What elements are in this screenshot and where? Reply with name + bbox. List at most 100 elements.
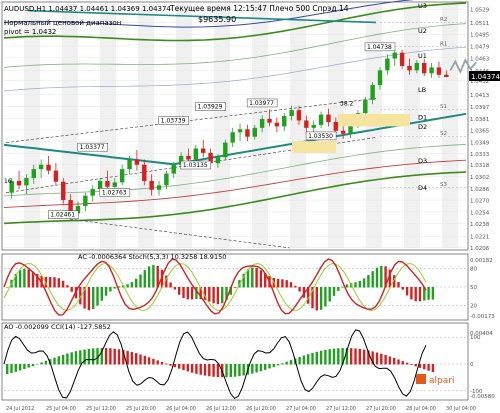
candle-body — [259, 118, 265, 128]
ao-bar — [362, 349, 366, 365]
ao-bar — [298, 357, 301, 365]
ao-bar — [401, 361, 404, 365]
x-tick-label: 27 Jul 12:00 — [326, 406, 356, 412]
candle-body — [318, 114, 324, 125]
ac-bar — [315, 287, 318, 311]
ac-bar — [251, 267, 254, 288]
pivot-level-label: S1 — [440, 104, 447, 110]
candle-body — [282, 116, 287, 127]
y-tick-label: 1.0495 — [470, 33, 490, 39]
candle-body — [399, 52, 405, 66]
candle-body — [156, 185, 162, 190]
y-tick-label: 1.0206 — [470, 246, 490, 252]
ac-panel-title: AC -0.0006364 Stoch(5,3,3) 10.3258 18.91… — [78, 253, 226, 261]
candle-body — [46, 164, 51, 171]
candle-body — [444, 74, 449, 77]
ao-bar — [53, 357, 56, 365]
price-level-box — [77, 142, 108, 152]
ac-bar — [285, 280, 288, 288]
ac-bar — [66, 285, 69, 288]
ac-bar — [212, 287, 215, 304]
ao-bar — [319, 350, 323, 365]
ao-bar — [126, 350, 129, 365]
y-tick-label: 1.0529 — [470, 8, 490, 14]
ac-bar — [109, 287, 112, 292]
ao-bar — [337, 348, 340, 365]
channel-inner-blue — [3, 46, 467, 92]
ao-bar — [268, 364, 271, 369]
ac-bar — [397, 282, 400, 288]
ao-bar — [152, 358, 155, 365]
ao-bar — [143, 355, 146, 365]
ao-bar — [87, 348, 91, 365]
ao-bar — [405, 362, 409, 365]
ao-bar — [242, 364, 245, 376]
ao-bar — [117, 349, 121, 365]
candle-body — [186, 155, 191, 160]
x-tick-label: 26 Jul 04:00 — [166, 406, 196, 412]
ao-bar — [289, 360, 293, 365]
price-level-box — [305, 131, 337, 141]
y-tick-label: 1.0270 — [470, 199, 490, 205]
ac-bar — [384, 266, 387, 288]
ac-bar — [208, 287, 211, 302]
ac-bar — [14, 273, 17, 288]
candle-body — [385, 58, 390, 71]
ao-bar — [169, 364, 172, 366]
ac-y-tick: 0.00182 — [470, 258, 493, 264]
candle-body — [223, 142, 228, 158]
ao-bar — [341, 348, 344, 365]
ao-bar — [23, 364, 26, 370]
channel-lower-inner — [3, 144, 467, 197]
candle-body — [142, 164, 147, 181]
y-tick-label: 1.0413 — [470, 93, 490, 99]
candle-body — [24, 177, 29, 186]
y-tick-label: 1.0381 — [470, 117, 489, 123]
ac-bar — [371, 271, 374, 288]
ac-bar — [203, 287, 207, 300]
ao-y-tick: 0 — [470, 362, 474, 368]
price-level-label: 1.02461 — [50, 212, 75, 219]
ao-bar — [173, 364, 177, 368]
channel-inner-green — [3, 23, 467, 68]
candle-body — [215, 157, 221, 164]
balance-label: $9635.90 — [198, 15, 236, 24]
ac-bar — [165, 275, 168, 288]
ao-bar — [92, 348, 95, 365]
candle-body — [164, 173, 169, 186]
ao-bar — [264, 364, 267, 370]
price-level-label: 1.03377 — [80, 144, 105, 151]
candle-body — [61, 181, 66, 201]
band-label: D3 — [418, 157, 427, 165]
ac-bar — [255, 267, 258, 288]
price-level-label: 1.02763 — [102, 189, 127, 196]
ac-bar — [341, 286, 344, 288]
candle-body — [171, 164, 176, 174]
ao-bar — [135, 353, 138, 365]
ac-bar — [156, 265, 159, 288]
ac-bar — [410, 287, 413, 300]
candle-body — [38, 164, 44, 170]
candle-body — [208, 152, 213, 164]
ao-bar — [195, 364, 198, 374]
candle-body — [296, 110, 302, 121]
y-tick-label: 1.0463 — [470, 56, 490, 62]
ac-bar — [31, 271, 35, 288]
ac-bar — [113, 287, 116, 289]
ac-y-tick: 50 — [470, 285, 477, 291]
ao-bar — [307, 354, 310, 365]
ao-bar — [393, 357, 396, 365]
ac-bar — [221, 287, 224, 304]
ac-bar — [332, 287, 336, 296]
x-tick-label: 25 Jul 12:00 — [86, 406, 116, 412]
candle-body — [237, 129, 243, 133]
ao-bar — [212, 364, 215, 377]
pivot-level-label: S3 — [440, 182, 447, 188]
trend-line-bottom — [59, 217, 291, 249]
ac-bar — [216, 287, 220, 305]
candle-body — [97, 180, 103, 190]
ao-bar — [251, 364, 254, 374]
ac-bar — [289, 282, 293, 288]
price-level-box — [180, 160, 212, 170]
ac-y-tick: 80 — [470, 266, 477, 272]
